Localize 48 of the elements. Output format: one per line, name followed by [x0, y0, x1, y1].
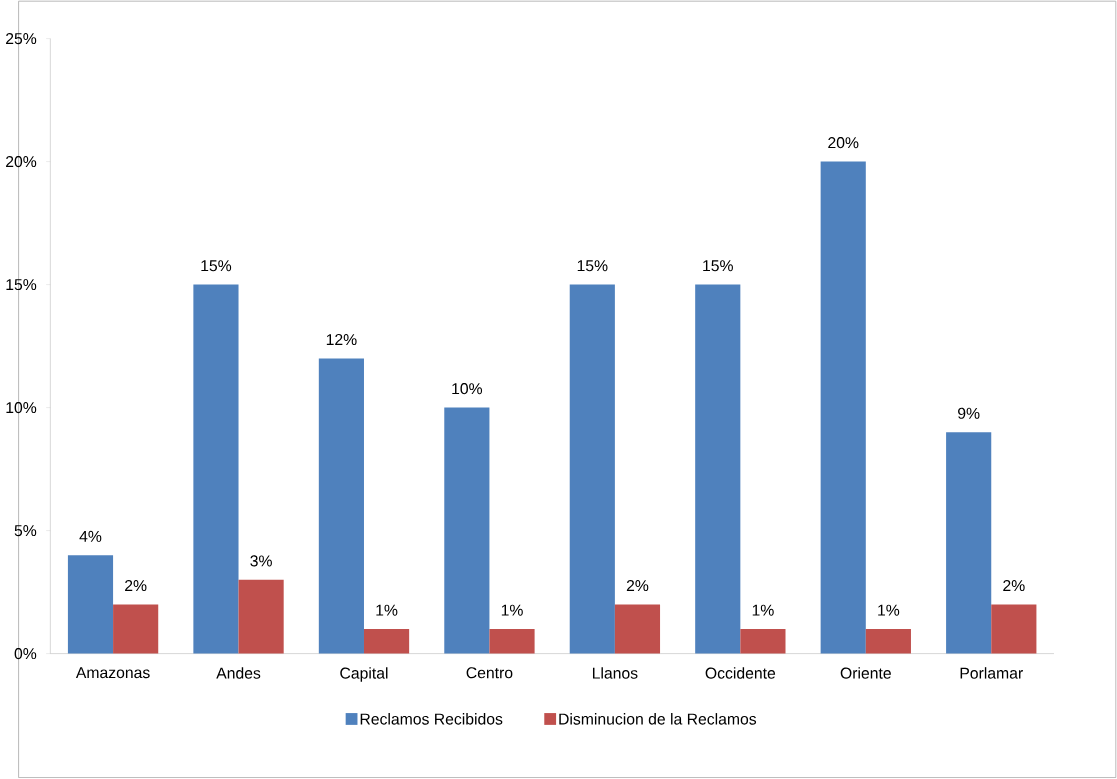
- data-label: 20%: [828, 137, 859, 149]
- data-label: 12%: [326, 334, 357, 346]
- data-label: 2%: [1003, 580, 1025, 592]
- x-tick-label: Porlamar: [960, 667, 1023, 679]
- data-label: 15%: [201, 260, 232, 272]
- bar: [946, 432, 992, 654]
- data-label: 15%: [703, 260, 733, 272]
- x-tick-label: Occidente: [705, 667, 776, 679]
- y-tick-label: 20%: [6, 156, 37, 168]
- bar: [820, 161, 866, 654]
- x-tick-label: Oriente: [840, 667, 891, 679]
- data-label: 4%: [79, 530, 102, 542]
- bar: [444, 407, 490, 654]
- y-tick-label: 10%: [6, 402, 37, 414]
- data-label: 15%: [577, 260, 608, 272]
- y-tick-label: 25%: [6, 33, 37, 45]
- bar: [193, 284, 239, 654]
- bar: [695, 284, 741, 654]
- x-tick-label: Andes: [216, 667, 261, 679]
- data-label: 3%: [250, 555, 272, 567]
- legend-label: Reclamos Recibidos: [360, 713, 503, 725]
- bar: [569, 284, 615, 654]
- bar: [113, 604, 159, 654]
- bar: [865, 629, 911, 654]
- data-label: 1%: [501, 604, 523, 616]
- data-label: 10%: [452, 383, 483, 395]
- bar: [740, 629, 786, 654]
- bar: [489, 629, 535, 654]
- y-tick-label: 15%: [6, 279, 37, 291]
- data-label: 2%: [626, 580, 649, 592]
- data-label: 9%: [958, 407, 980, 419]
- data-label: 1%: [752, 604, 774, 616]
- bar: [318, 358, 364, 654]
- y-tick-label: 0%: [14, 648, 37, 660]
- legend-label: Disminucion de la Reclamos: [559, 713, 757, 725]
- data-label: 1%: [376, 604, 398, 616]
- data-label: 1%: [878, 604, 900, 616]
- bar: [363, 629, 410, 654]
- y-tick-label: 5%: [14, 525, 37, 537]
- x-tick-label: Amazonas: [75, 667, 150, 679]
- x-tick-label: Capital: [340, 667, 388, 682]
- bar: [991, 604, 1037, 654]
- x-tick-label: Centro: [466, 667, 513, 679]
- x-tick-label: Llanos: [592, 667, 638, 679]
- bar: [238, 579, 284, 654]
- bar: [67, 555, 114, 654]
- bar: [614, 604, 661, 654]
- data-label: 2%: [125, 580, 147, 592]
